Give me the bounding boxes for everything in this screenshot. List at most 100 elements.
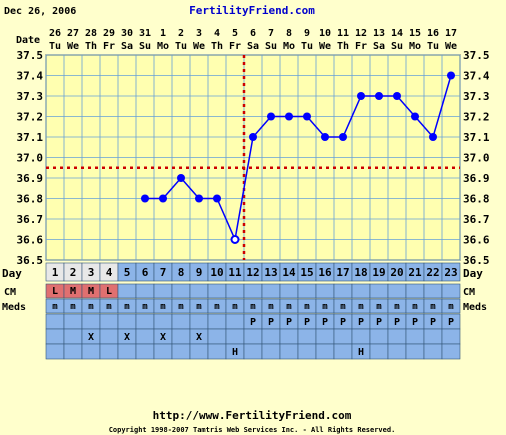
y-tick-label-left: 36.7 xyxy=(17,213,44,226)
day-cell xyxy=(441,262,461,282)
y-tick-label-right: 36.8 xyxy=(463,193,490,206)
date-label: 29 xyxy=(103,28,115,39)
meds-value: m xyxy=(376,302,382,312)
row_h-cell xyxy=(153,343,173,360)
weekday-label: Tu xyxy=(301,41,313,52)
date-label: 28 xyxy=(85,28,97,39)
row_x-value: X xyxy=(88,332,94,343)
row_x-cell xyxy=(45,328,65,345)
y-tick-label-right: 37.2 xyxy=(463,111,490,124)
y-tick-label-right: 37.4 xyxy=(463,70,490,83)
row_x-cell xyxy=(279,328,299,345)
meds-value: m xyxy=(448,302,454,312)
meds-value: m xyxy=(412,302,418,312)
row_p-value: P xyxy=(286,317,292,328)
temperature-point xyxy=(213,194,221,203)
meds-value: m xyxy=(358,302,364,312)
date-label: 12 xyxy=(355,28,367,39)
date-label: 30 xyxy=(121,28,133,39)
row_p-value: P xyxy=(376,317,382,328)
footer-url[interactable]: http://www.FertilityFriend.com xyxy=(153,409,352,422)
row_h-value: H xyxy=(232,347,238,358)
temperature-series xyxy=(141,71,455,244)
cm-cell xyxy=(153,283,173,299)
date-label: 3 xyxy=(196,28,202,39)
row_h-value: H xyxy=(358,347,364,358)
date-label: 11 xyxy=(337,28,349,39)
row_p-cell xyxy=(207,313,227,330)
site-title[interactable]: FertilityFriend.com xyxy=(189,4,315,17)
y-tick-label-left: 37.4 xyxy=(17,70,44,83)
cm-cell xyxy=(171,283,191,299)
y-tick-label-right: 37.5 xyxy=(463,49,490,62)
date-label: 2 xyxy=(178,28,184,39)
meds-value: m xyxy=(142,302,148,312)
weekday-label: Th xyxy=(85,41,97,52)
meds-value: m xyxy=(232,302,238,312)
day-number: 12 xyxy=(246,266,259,279)
meds-row-label-right: Meds xyxy=(463,302,487,313)
row_p-cell xyxy=(189,313,209,330)
row_x-cell xyxy=(261,328,281,345)
weekday-label: Su xyxy=(139,41,151,52)
weekday-label: Th xyxy=(211,41,223,52)
row_h-cell xyxy=(171,343,191,360)
date-label: 17 xyxy=(445,28,457,39)
day-number: 8 xyxy=(178,266,185,279)
y-tick-label-left: 37.5 xyxy=(17,49,44,62)
row_p-cell xyxy=(117,313,137,330)
meds-value: m xyxy=(250,302,256,312)
row_h-cell xyxy=(243,343,263,360)
row_x-cell xyxy=(171,328,191,345)
row_h-cell xyxy=(369,343,389,360)
row_x-cell xyxy=(99,328,119,345)
weekday-label: Fr xyxy=(355,41,367,52)
date-label: 15 xyxy=(409,28,421,39)
temperature-point xyxy=(429,133,437,141)
cm-row-label-right: CM xyxy=(463,287,475,298)
row_p-value: P xyxy=(394,317,400,328)
temperature-point xyxy=(357,92,365,100)
y-tick-label-right: 36.5 xyxy=(463,254,490,267)
temperature-point xyxy=(195,194,203,203)
day-number: 4 xyxy=(106,266,113,279)
row_x-value: X xyxy=(124,332,130,343)
date-label: 31 xyxy=(139,28,151,39)
day-number: 6 xyxy=(142,266,149,279)
row_h-cell xyxy=(81,343,101,360)
row_x-cell xyxy=(441,328,461,345)
row_p-value: P xyxy=(358,317,364,328)
cm-cell xyxy=(261,283,281,299)
grid-lines xyxy=(45,54,461,261)
row_x-cell xyxy=(135,328,155,345)
temperature-line xyxy=(145,75,452,243)
y-tick-label-right: 36.7 xyxy=(463,213,490,226)
meds-value: m xyxy=(340,302,346,312)
weekday-label: We xyxy=(319,41,331,52)
row_p-cell xyxy=(225,313,245,330)
temperature-point xyxy=(267,112,275,121)
weekday-label: Tu xyxy=(49,41,61,52)
meds-value: m xyxy=(70,302,76,312)
weekday-label: Tu xyxy=(175,41,187,52)
y-axis-ticks: 36.5 36.5 36.6 36.6 36.7 36.7 36.8 36.8 36.9 36.9… xyxy=(17,49,490,267)
cm-cell xyxy=(135,283,155,299)
row_p-cell xyxy=(99,313,119,330)
cm-cell xyxy=(189,283,209,299)
day-number: 21 xyxy=(408,266,422,279)
row_h-cell xyxy=(63,343,83,360)
meds-value: m xyxy=(268,302,274,312)
day-number: 13 xyxy=(264,266,277,279)
day-number: 23 xyxy=(444,266,457,279)
meds-value: m xyxy=(322,302,328,312)
weekday-label: Mo xyxy=(283,41,295,52)
y-tick-label-left: 37.3 xyxy=(17,90,44,103)
cm-cell xyxy=(441,283,461,299)
day-number: 9 xyxy=(196,266,203,279)
y-tick-label-left: 37.0 xyxy=(17,152,44,165)
row_h-cell xyxy=(261,343,281,360)
row_x-cell xyxy=(333,328,353,345)
date-label: 27 xyxy=(67,28,79,39)
